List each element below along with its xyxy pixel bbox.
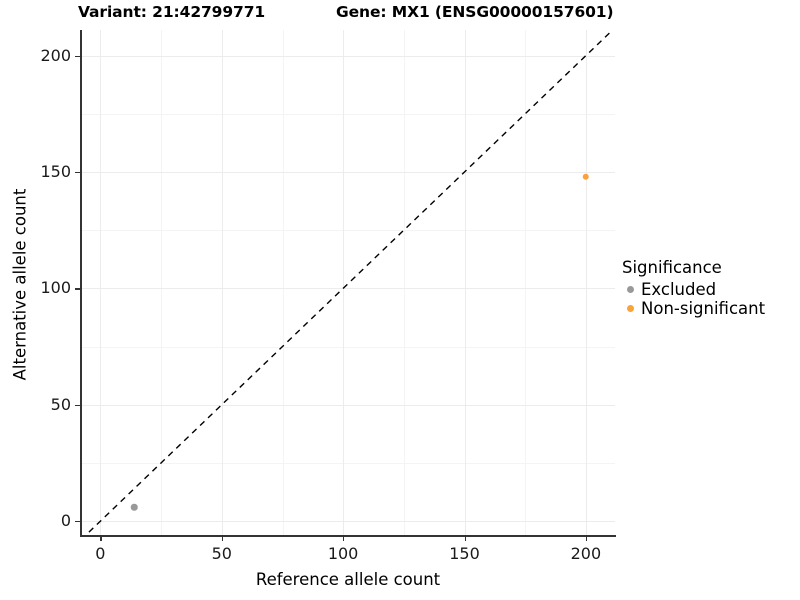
- plot-title-row: Variant: 21:42799771 Gene: MX1 (ENSG0000…: [0, 3, 620, 25]
- x-tick-label: 100: [327, 544, 359, 563]
- gridline-major-vertical: [100, 30, 102, 535]
- x-tick-mark: [100, 536, 102, 541]
- y-tick-mark: [75, 172, 80, 174]
- legend-item-excluded[interactable]: Excluded: [622, 280, 800, 299]
- x-tick-mark: [585, 536, 588, 541]
- plot-panel: [81, 30, 615, 535]
- gridline-minor-vertical: [161, 30, 163, 535]
- gridline-major-horizontal: [81, 521, 615, 522]
- gridline-major-horizontal: [81, 288, 615, 290]
- x-axis-label: Reference allele count: [255, 570, 441, 589]
- y-tick-label: 150: [40, 162, 71, 181]
- x-tick-mark: [343, 536, 345, 541]
- y-tick-label: 100: [40, 278, 71, 298]
- gridline-minor-vertical: [282, 30, 284, 535]
- y-tick-label: 0: [60, 511, 71, 530]
- legend-item-non-significant[interactable]: Non-significant: [622, 299, 800, 318]
- gridline-major-vertical: [221, 30, 223, 535]
- data-point: [131, 503, 138, 511]
- variant-title: Variant: 21:42799771: [78, 3, 266, 21]
- gridline-major-vertical: [464, 30, 466, 535]
- gridline-major-horizontal: [81, 55, 615, 57]
- y-axis-label: Alternative allele count: [10, 188, 30, 381]
- x-tick-mark: [221, 536, 224, 541]
- data-point: [582, 173, 590, 180]
- gridline-major-vertical: [585, 30, 587, 535]
- y-tick-mark: [75, 288, 80, 290]
- legend: Significance Excluded Non-significant: [622, 258, 800, 318]
- gene-title: Gene: MX1 (ENSG00000157601): [336, 3, 614, 21]
- gridline-major-vertical: [343, 30, 345, 535]
- gridline-minor-vertical: [525, 30, 527, 535]
- legend-key-dot-icon: [622, 300, 639, 317]
- legend-title: Significance: [622, 258, 722, 277]
- y-axis-line: [80, 30, 82, 536]
- x-tick-label: 150: [449, 544, 480, 563]
- x-axis-line: [80, 535, 616, 537]
- x-tick-label: 0: [95, 544, 106, 563]
- gridline-minor-vertical: [403, 30, 405, 535]
- gridline-major-horizontal: [81, 404, 615, 406]
- y-tick-mark: [75, 404, 80, 407]
- y-tick-label: 200: [40, 45, 71, 65]
- legend-item-label: Non-significant: [641, 299, 766, 318]
- x-tick-label: 50: [211, 544, 232, 563]
- x-tick-mark: [464, 536, 466, 541]
- y-tick-mark: [75, 55, 80, 57]
- y-tick-mark: [75, 521, 80, 523]
- x-tick-label: 200: [570, 544, 602, 563]
- gridline-major-horizontal: [81, 172, 615, 173]
- legend-items: Excluded Non-significant: [622, 280, 800, 318]
- legend-key-dot-icon: [622, 281, 639, 298]
- y-tick-label: 50: [50, 394, 71, 414]
- legend-item-label: Excluded: [641, 280, 717, 299]
